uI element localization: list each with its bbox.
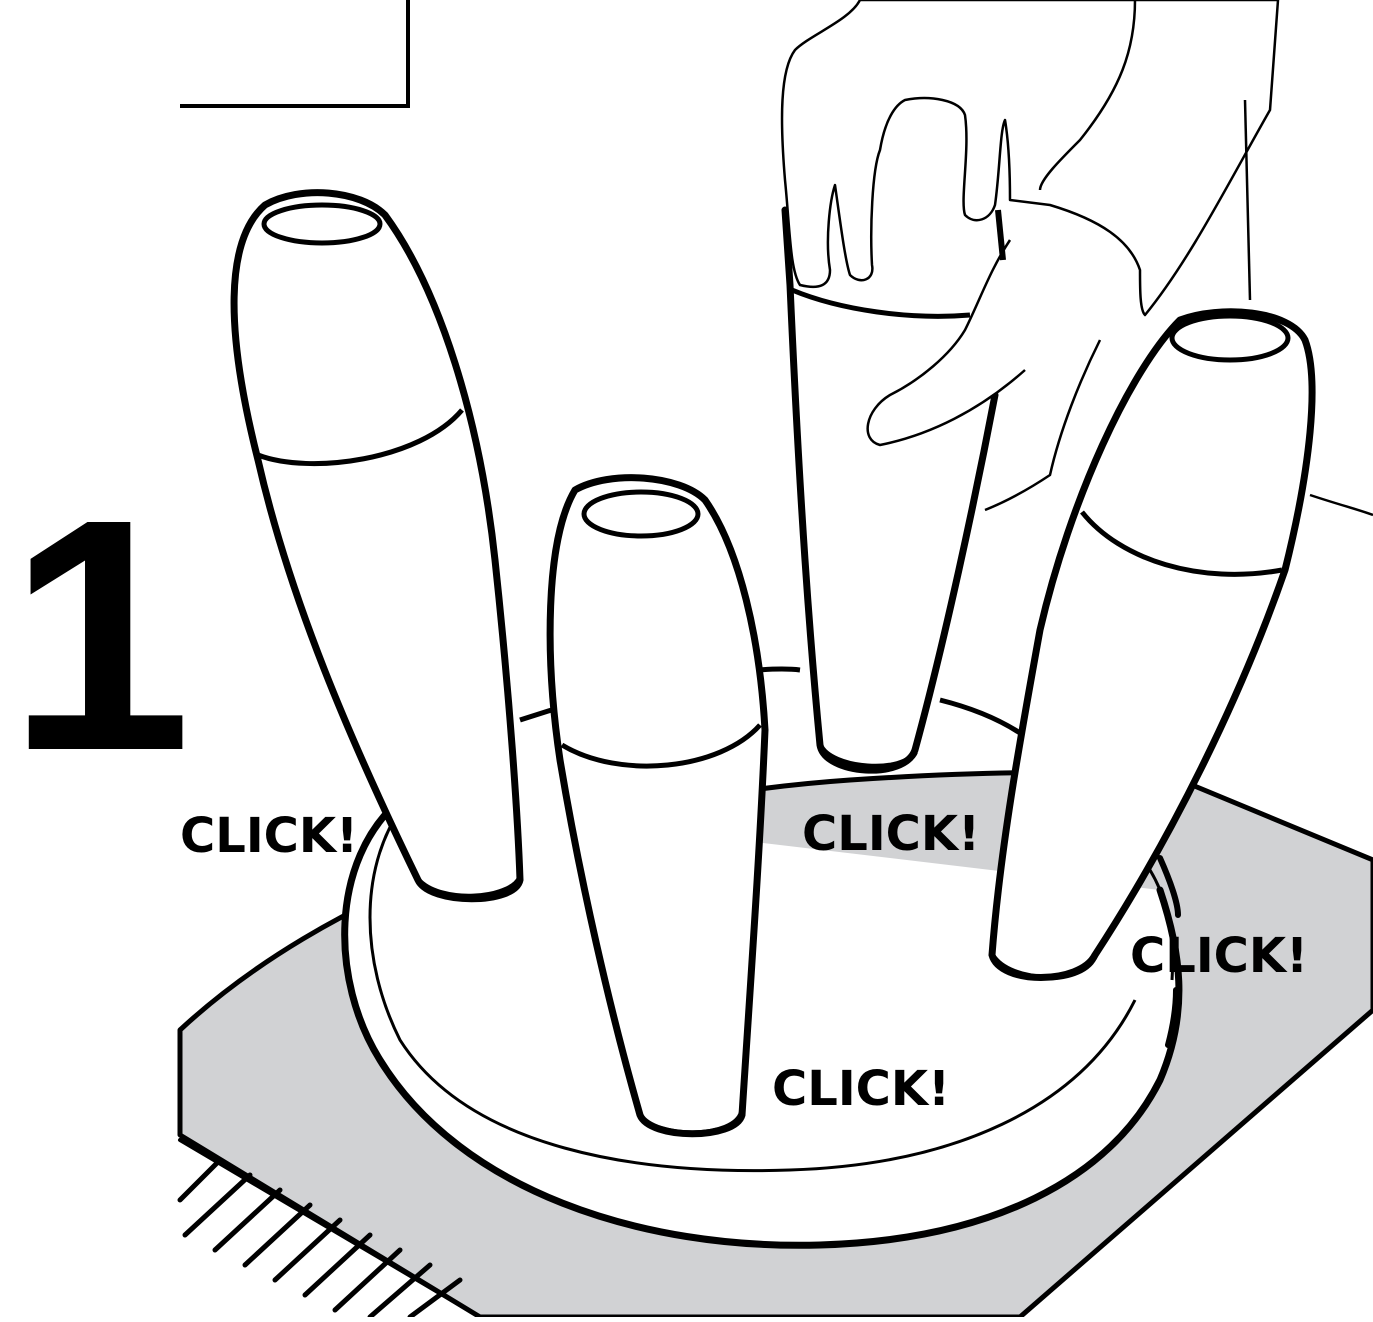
corner-frame [180,0,410,108]
furniture-leg-front-center [546,474,769,1138]
furniture-leg-front-right [988,308,1316,981]
click-accent-lines [1157,855,1181,1048]
floor-hatching [177,1138,482,1320]
click-callout-bottom: CLICK! [772,1061,950,1117]
click-callout-right: CLICK! [1130,928,1308,984]
step-number: 1 [8,450,192,819]
furniture-leg-back-right [781,206,999,774]
click-callout-left: CLICK! [180,808,358,864]
furniture-leg-back-left [230,189,524,903]
hand-icon [780,0,1373,517]
click-callout-center: CLICK! [802,806,980,862]
